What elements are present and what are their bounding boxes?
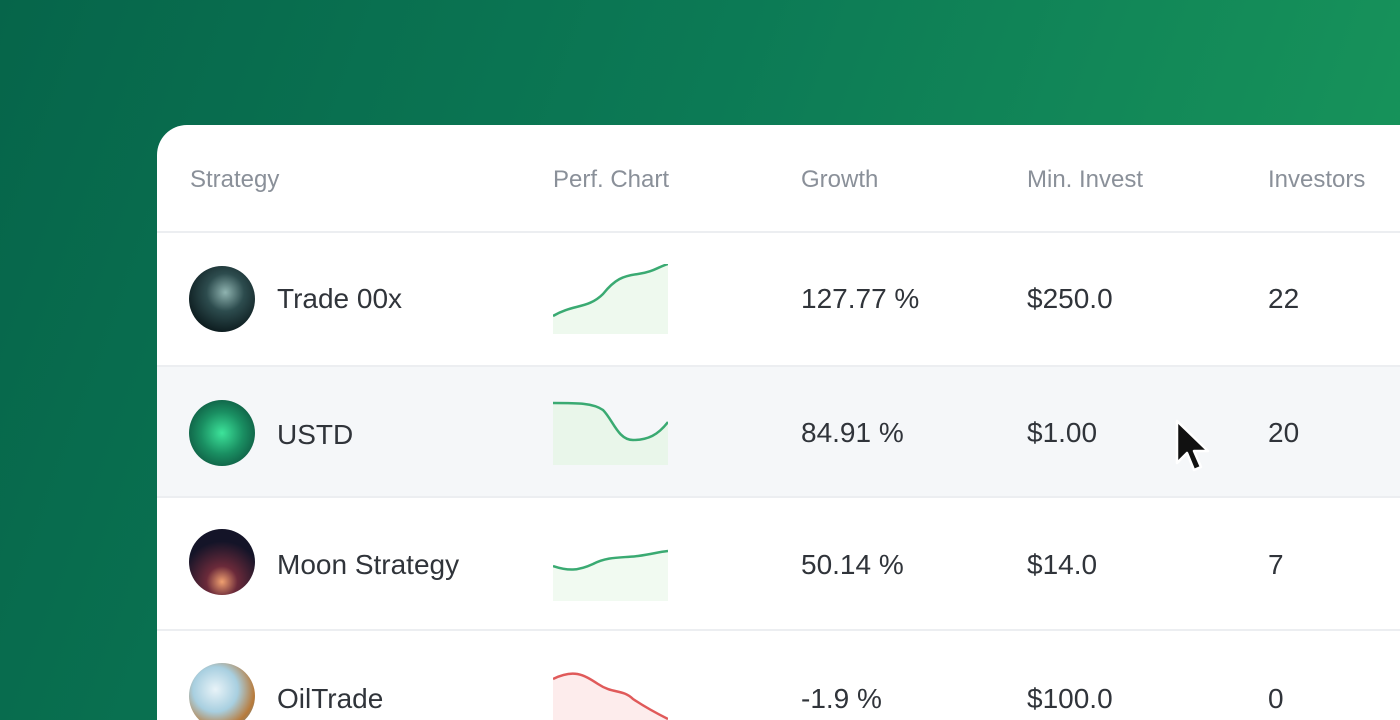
avatar <box>189 266 255 332</box>
strategy-name: Trade 00x <box>277 283 403 314</box>
avatar <box>189 529 255 595</box>
strategy-name: Moon Strategy <box>277 549 460 580</box>
column-header[interactable]: Perf. Chart <box>553 166 670 193</box>
investors: 22 <box>1268 283 1300 314</box>
growth: -1.9 % <box>801 683 882 714</box>
sparkline <box>553 264 668 334</box>
column-header[interactable]: Investors <box>1268 166 1366 193</box>
min-invest: $1.00 <box>1027 417 1098 448</box>
sparkline <box>553 401 668 465</box>
growth: 84.91 % <box>801 417 904 448</box>
mouse-cursor <box>1175 419 1210 472</box>
avatar <box>189 400 255 466</box>
strategy-table: Strategy Perf. Chart Growth Min. Invest … <box>157 125 1400 720</box>
column-header[interactable]: Min. Invest <box>1027 166 1144 193</box>
column-header[interactable]: Strategy <box>190 166 280 193</box>
growth: 127.77 % <box>801 283 920 314</box>
growth: 50.14 % <box>801 549 904 580</box>
strategy-name: USTD <box>277 419 354 450</box>
table-row[interactable]: OilTrade -1.9 % $100.0 0 <box>157 629 1400 720</box>
investors: 20 <box>1268 417 1300 448</box>
min-invest: $100.0 <box>1027 683 1113 714</box>
sparkline <box>553 672 668 720</box>
investors: 0 <box>1268 683 1284 714</box>
sparkline <box>553 549 668 601</box>
investors: 7 <box>1268 549 1284 580</box>
table-row[interactable]: Trade 00x 127.77 % $250.0 22 <box>157 231 1400 366</box>
table-row[interactable]: Moon Strategy 50.14 % $14.0 7 <box>157 496 1400 630</box>
min-invest: $14.0 <box>1027 549 1098 580</box>
strategy-name: OilTrade <box>277 683 384 714</box>
column-header[interactable]: Growth <box>801 166 879 193</box>
table-row[interactable]: USTD 84.91 % $1.00 20 <box>157 365 1400 497</box>
avatar <box>189 663 255 720</box>
min-invest: $250.0 <box>1027 283 1113 314</box>
